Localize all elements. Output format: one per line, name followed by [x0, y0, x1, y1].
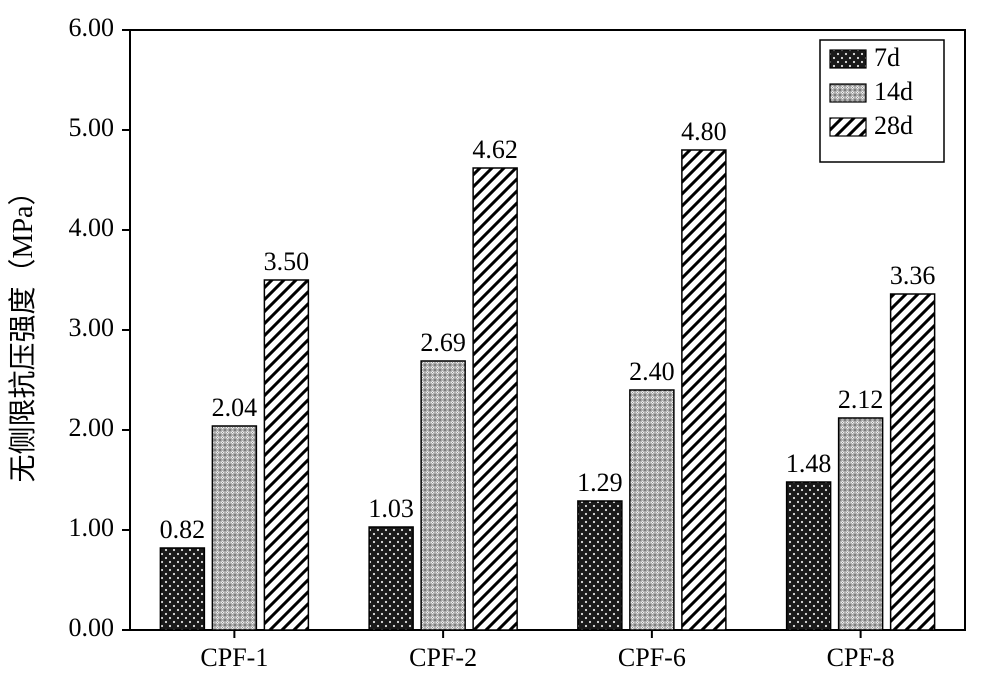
bar-value-label: 4.62 — [472, 135, 518, 164]
bar — [160, 548, 204, 630]
y-tick-label: 4.00 — [69, 213, 115, 242]
bar — [473, 168, 517, 630]
legend-swatch — [830, 118, 866, 136]
legend: 7d 14d 28d — [820, 40, 944, 162]
bar-value-label: 3.50 — [264, 247, 310, 276]
bar-value-label: 1.03 — [368, 494, 414, 523]
x-category-label: CPF-2 — [409, 643, 477, 672]
bar — [682, 150, 726, 630]
bar — [839, 418, 883, 630]
bar-value-label: 2.40 — [629, 357, 675, 386]
bar — [891, 294, 935, 630]
bar — [578, 501, 622, 630]
bar — [369, 527, 413, 630]
bars-layer — [160, 150, 934, 630]
legend-label: 7d — [874, 43, 900, 72]
x-category-label: CPF-8 — [827, 643, 895, 672]
bar — [630, 390, 674, 630]
legend-swatch — [830, 84, 866, 102]
y-tick-label: 1.00 — [69, 513, 115, 542]
x-category-label: CPF-1 — [200, 643, 268, 672]
bar-value-label: 2.12 — [838, 385, 884, 414]
bar-chart: 0.00 1.00 2.00 3.00 4.00 5.00 6.00 无侧限抗压强度（MPa）… — [0, 0, 1000, 692]
bar-value-label: 4.80 — [681, 117, 727, 146]
legend-label: 28d — [874, 111, 913, 140]
bar — [264, 280, 308, 630]
legend-label: 14d — [874, 77, 913, 106]
bar — [212, 426, 256, 630]
y-tick-label: 6.00 — [69, 13, 115, 42]
y-axis-label: 无侧限抗压强度（MPa） — [7, 178, 39, 483]
y-tick-label: 0.00 — [69, 613, 115, 642]
bar — [421, 361, 465, 630]
bar-value-label: 2.04 — [212, 393, 258, 422]
x-category-label: CPF-6 — [618, 643, 686, 672]
y-tick-label: 2.00 — [69, 413, 115, 442]
bar — [787, 482, 831, 630]
bar-value-label: 3.36 — [890, 261, 936, 290]
bar-value-label: 1.48 — [786, 449, 832, 478]
bar-value-label: 1.29 — [577, 468, 623, 497]
bar-value-label: 2.69 — [420, 328, 466, 357]
bar-value-label: 0.82 — [160, 515, 206, 544]
chart-container: 0.00 1.00 2.00 3.00 4.00 5.00 6.00 无侧限抗压强度（MPa）… — [0, 0, 1000, 692]
legend-swatch — [830, 50, 866, 68]
y-tick-label: 5.00 — [69, 113, 115, 142]
y-tick-label: 3.00 — [69, 313, 115, 342]
